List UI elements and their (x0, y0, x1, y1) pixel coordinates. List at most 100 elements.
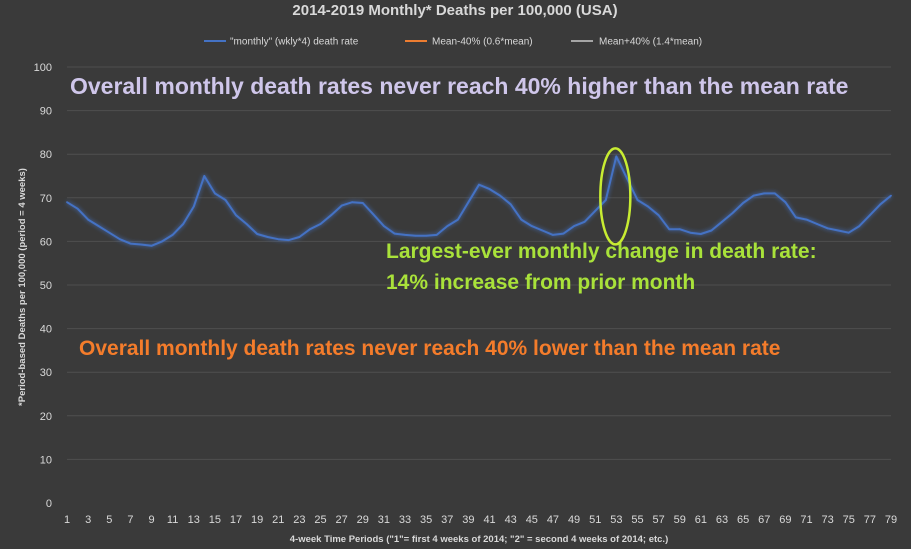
x-tick-label: 63 (716, 514, 728, 526)
data-point (372, 213, 375, 216)
x-axis-ticks: 1 3 5 7 9 11 13 15 17 19 21 23 25 27 29 31 33 35 37 39 41 43 4… (64, 514, 897, 526)
data-point (330, 214, 333, 217)
data-point (805, 218, 808, 221)
x-tick-label: 41 (483, 514, 495, 526)
data-point (456, 218, 459, 221)
reference-lines (67, 102, 891, 334)
x-tick-label: 21 (272, 514, 284, 526)
data-point (773, 192, 776, 195)
x-tick-label: 13 (188, 514, 200, 526)
data-point (784, 201, 787, 204)
y-axis-ticks: 0 10 20 30 40 50 60 70 80 90 100 (34, 62, 52, 510)
x-tick-label: 39 (462, 514, 474, 526)
data-point (583, 220, 586, 223)
x-tick-label: 79 (885, 514, 897, 526)
data-point (467, 201, 470, 204)
x-tick-label: 37 (441, 514, 453, 526)
data-point (277, 238, 280, 241)
data-point (699, 233, 702, 235)
data-point (425, 234, 428, 237)
annotation-lower-bound: Overall monthly death rates never reach … (79, 337, 780, 360)
x-tick-label: 7 (127, 514, 133, 526)
x-tick-label: 27 (336, 514, 348, 526)
data-point (752, 194, 755, 197)
x-tick-label: 53 (610, 514, 622, 526)
x-tick-label: 35 (420, 514, 432, 526)
data-point (763, 192, 766, 195)
data-point (150, 244, 153, 247)
y-tick-label: 90 (40, 106, 52, 118)
x-tick-label: 17 (230, 514, 242, 526)
data-point (118, 238, 121, 241)
x-tick-label: 11 (167, 514, 178, 526)
data-point (647, 205, 649, 208)
data-point (573, 225, 575, 228)
data-point (636, 199, 639, 201)
x-tick-label: 49 (568, 514, 580, 526)
y-axis-label: *Period-based Deaths per 100,000 (period… (17, 168, 28, 406)
x-tick-label: 33 (399, 514, 411, 526)
x-tick-label: 31 (378, 514, 390, 526)
data-point (361, 202, 364, 204)
data-point (541, 229, 544, 232)
data-point (414, 234, 417, 237)
data-point (446, 225, 449, 228)
data-point (552, 233, 554, 236)
series-line-death-rate (66, 155, 892, 247)
data-point (235, 214, 237, 217)
x-tick-label: 65 (737, 514, 749, 526)
data-point (140, 243, 142, 246)
data-point (213, 192, 216, 195)
data-point (499, 194, 502, 197)
x-tick-label: 61 (695, 514, 707, 526)
data-point (530, 225, 533, 228)
y-tick-label: 60 (40, 236, 52, 248)
x-tick-label: 9 (148, 514, 154, 526)
data-point (76, 207, 79, 210)
data-point (837, 229, 840, 232)
data-point (182, 223, 185, 225)
data-point (488, 188, 491, 190)
data-point (689, 231, 692, 234)
x-tick-label: 77 (864, 514, 876, 526)
x-axis-label: 4-week Time Periods ("1"= first 4 weeks … (290, 534, 669, 545)
x-tick-label: 29 (357, 514, 369, 526)
data-point (203, 175, 206, 177)
data-point (879, 203, 882, 206)
data-point (795, 216, 797, 219)
data-point (266, 236, 269, 238)
data-point (721, 220, 723, 223)
legend-label-mean-plus-40: Mean+40% (1.4*mean) (599, 37, 702, 48)
y-tick-label: 20 (40, 411, 52, 423)
data-point (161, 240, 163, 243)
data-point (319, 223, 322, 225)
x-tick-label: 73 (821, 514, 833, 526)
y-tick-label: 40 (40, 324, 52, 336)
data-point (192, 205, 195, 208)
data-point (108, 231, 111, 234)
x-tick-label: 23 (293, 514, 305, 526)
legend-label-death-rate: "monthly" (wkly*4) death rate (230, 37, 359, 48)
data-point (245, 223, 248, 225)
data-point (847, 231, 850, 234)
data-point (224, 199, 227, 201)
data-point (66, 201, 68, 204)
series-layer (66, 155, 892, 247)
data-point (678, 228, 681, 231)
y-tick-label: 10 (40, 454, 52, 466)
x-tick-label: 3 (85, 514, 91, 526)
data-point (97, 225, 100, 228)
data-point (858, 225, 861, 228)
data-point (868, 214, 871, 217)
x-tick-label: 45 (526, 514, 538, 526)
data-point (171, 233, 174, 236)
data-point (520, 218, 523, 221)
x-tick-label: 19 (251, 514, 263, 526)
chart-title: 2014-2019 Monthly* Deaths per 100,000 (U… (292, 2, 617, 19)
x-tick-label: 15 (209, 514, 221, 526)
x-tick-label: 59 (674, 514, 686, 526)
data-point (340, 204, 343, 207)
data-point (298, 236, 301, 238)
